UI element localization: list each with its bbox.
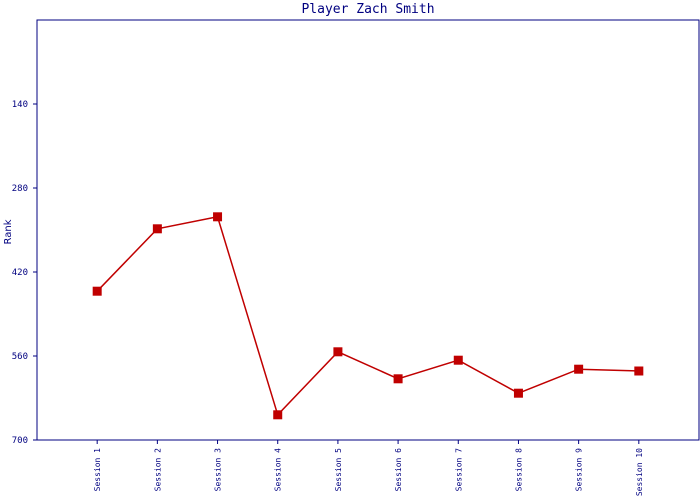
point-marker (213, 212, 223, 222)
series-line (96, 215, 639, 417)
y-tick-label: 420 (12, 268, 28, 278)
x-tick-label: Session 6 (394, 448, 403, 492)
plot-frame (36, 19, 700, 441)
point-marker (273, 410, 283, 420)
point-marker (333, 347, 343, 357)
x-tick-label: Session 8 (514, 448, 523, 492)
point-marker (513, 388, 523, 398)
y-tick-label: 140 (12, 100, 28, 110)
point-marker (393, 374, 403, 384)
point-marker (574, 364, 584, 374)
x-tick-label: Session 5 (334, 448, 343, 492)
point-marker (152, 224, 162, 234)
y-axis-label: Rank (3, 219, 14, 244)
x-tick-label: Session 2 (153, 448, 162, 492)
x-tick-label: Session 3 (214, 448, 223, 492)
chart-title: Player Zach Smith (301, 2, 434, 17)
point-marker (92, 286, 102, 296)
x-tick-label: Session 10 (635, 448, 644, 496)
point-marker (453, 355, 463, 365)
x-tick-label: Session 9 (575, 448, 584, 492)
y-tick-label: 700 (12, 436, 28, 446)
point-marker (634, 366, 644, 376)
y-tick-label: 560 (12, 352, 28, 362)
x-tick-label: Session 7 (454, 448, 463, 492)
y-tick-label: 280 (12, 184, 28, 194)
x-tick-label: Session 1 (93, 448, 102, 492)
x-tick-label: Session 4 (274, 448, 283, 492)
